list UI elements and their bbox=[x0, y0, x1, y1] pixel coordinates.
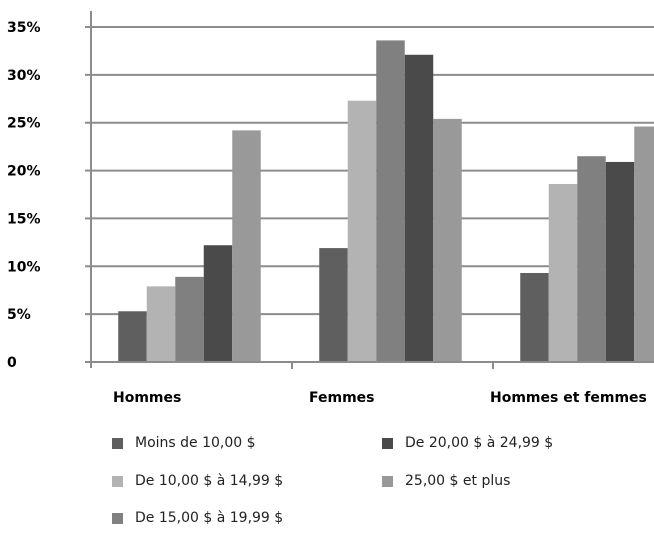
y-tick-label: 25% bbox=[7, 116, 41, 132]
bar bbox=[203, 245, 233, 362]
bar bbox=[376, 40, 405, 363]
bar bbox=[347, 100, 377, 362]
y-tick-label: 30% bbox=[7, 68, 41, 84]
bar bbox=[146, 286, 176, 362]
y-tick-label: 15% bbox=[7, 211, 41, 227]
bar bbox=[404, 54, 434, 362]
bar bbox=[232, 130, 261, 362]
bar bbox=[520, 272, 549, 362]
bar bbox=[577, 156, 606, 362]
axes bbox=[85, 11, 654, 369]
category-label: Hommes bbox=[113, 390, 181, 406]
category-label: Hommes et femmes bbox=[490, 390, 647, 406]
y-tick-label: 10% bbox=[7, 259, 41, 275]
category-label: Femmes bbox=[309, 390, 375, 406]
bars bbox=[118, 40, 654, 363]
y-tick-label: 0 bbox=[7, 355, 17, 371]
y-tick-labels: 0 5% 10% 15% 20% 25% 30% 35% bbox=[7, 20, 41, 371]
bar bbox=[605, 161, 635, 362]
bar bbox=[319, 248, 348, 362]
y-tick-label: 35% bbox=[7, 20, 41, 36]
bar bbox=[634, 126, 654, 363]
y-tick-label: 5% bbox=[7, 307, 31, 323]
y-tick-label: 20% bbox=[7, 164, 41, 180]
bar bbox=[118, 311, 147, 362]
category-labels: Hommes Femmes Hommes et femmes bbox=[113, 390, 647, 406]
bar bbox=[175, 276, 204, 362]
bar bbox=[433, 118, 462, 362]
bar bbox=[548, 183, 578, 362]
